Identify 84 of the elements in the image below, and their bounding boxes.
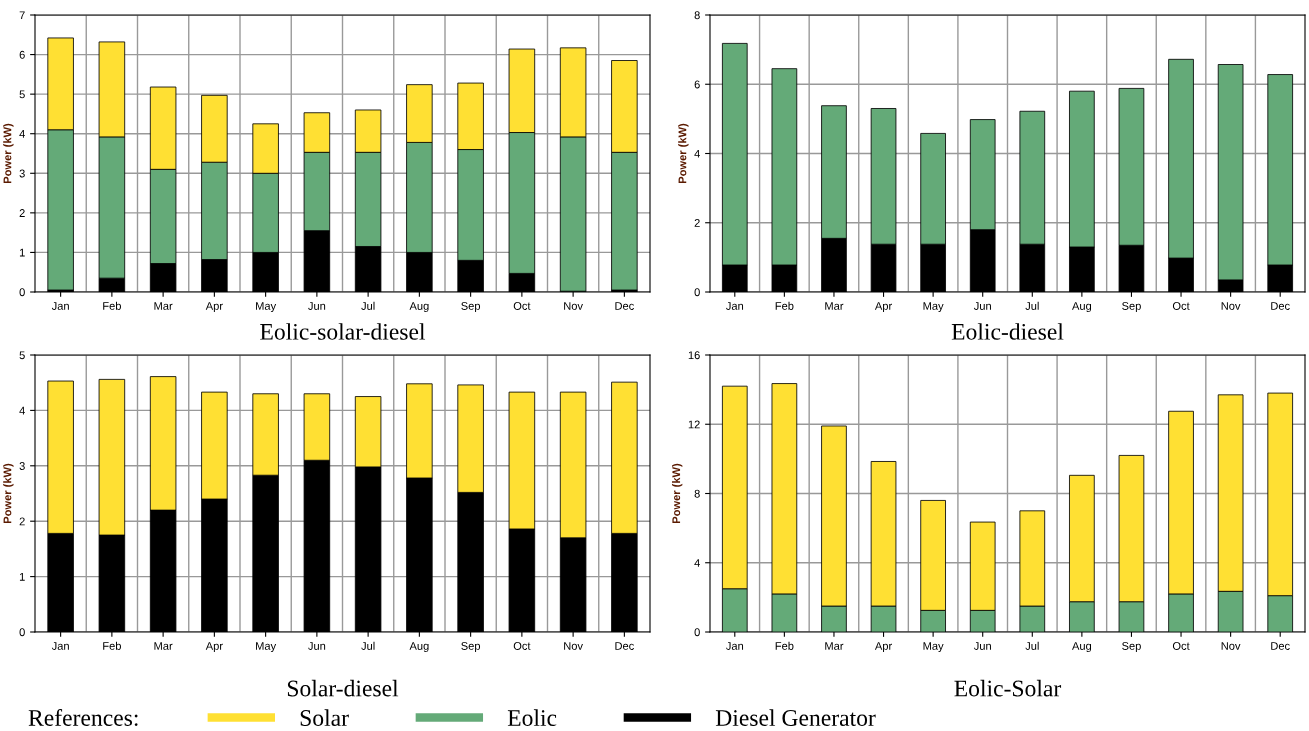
y-tick-label: 3 — [19, 169, 25, 178]
x-tick-label: Oct — [513, 302, 531, 310]
x-tick-label: Sep — [461, 302, 481, 313]
x-tick-label: Nov — [564, 302, 583, 310]
legend-label: Diesel Generator — [715, 709, 876, 726]
x-tick-label: Jan — [726, 642, 744, 650]
x-tick-label: Apr — [205, 642, 223, 653]
y-axis-title: Power (kW) — [3, 123, 14, 184]
y-tick-label: 5 — [19, 351, 25, 360]
x-tick-label: May — [256, 642, 277, 653]
x-tick-label: Sep — [1122, 642, 1141, 653]
y-tick-label: 2 — [19, 517, 25, 526]
x-tick-label: Dec — [1271, 302, 1290, 310]
y-tick-label: 3 — [19, 462, 25, 470]
x-tick-label: Jan — [51, 302, 69, 310]
x-tick-label: Oct — [1172, 642, 1190, 650]
x-tick-label: Aug — [409, 302, 429, 313]
x-tick-label: Dec — [615, 642, 634, 650]
x-tick-label: Aug — [1072, 302, 1092, 313]
y-tick-label: 0 — [694, 628, 700, 637]
x-tick-label: Jul — [361, 301, 375, 310]
y-tick-label: 8 — [694, 11, 700, 20]
y-tick-label: 6 — [694, 80, 700, 89]
x-tick-label: Sep — [461, 642, 481, 653]
x-tick-label: Feb — [103, 641, 121, 650]
x-tick-label: Mar — [825, 642, 844, 650]
x-tick-label: Jun — [308, 302, 326, 310]
x-tick-label: Aug — [409, 642, 429, 653]
x-tick-label: Oct — [513, 642, 531, 650]
x-tick-label: Oct — [1172, 302, 1190, 310]
x-tick-label: Feb — [775, 301, 794, 310]
y-tick-label: 6 — [19, 50, 25, 59]
y-tick-label: 4 — [19, 406, 25, 415]
y-tick-label: 4 — [694, 559, 700, 567]
x-tick-label: Nov — [1221, 642, 1241, 650]
x-tick-label: Jun — [973, 642, 991, 650]
x-tick-label: May — [256, 302, 277, 313]
x-tick-label: Jan — [51, 642, 69, 650]
x-tick-label: Dec — [615, 302, 634, 310]
x-tick-label: May — [923, 642, 944, 653]
y-axis-title: Power (kW) — [3, 463, 14, 524]
y-axis-title: Power (kW) — [672, 463, 683, 524]
x-tick-label: Apr — [874, 302, 892, 313]
y-axis-title: Power (kW) — [678, 123, 689, 184]
x-tick-label: Apr — [874, 642, 892, 653]
x-tick-label: Jul — [1025, 301, 1039, 310]
x-axis-title: Eolic-diesel — [951, 323, 1064, 340]
x-tick-label: Sep — [1122, 302, 1141, 313]
y-tick-label: 2 — [694, 219, 700, 227]
x-axis-title: Eolic-solar-diesel — [260, 323, 426, 340]
y-tick-label: 0 — [19, 288, 25, 297]
y-tick-label: 1 — [19, 572, 25, 581]
x-tick-label: Mar — [154, 642, 173, 650]
y-tick-label: 8 — [694, 489, 700, 498]
y-tick-label: 12 — [688, 420, 700, 429]
x-tick-label: Jan — [726, 302, 744, 310]
x-tick-label: May — [923, 302, 944, 313]
x-axis-title: Eolic-Solar — [954, 679, 1062, 697]
y-tick-label: 5 — [19, 90, 25, 99]
x-tick-label: Nov — [564, 642, 583, 650]
legend-label: Solar — [300, 709, 349, 726]
x-tick-label: Jul — [1025, 641, 1039, 650]
legend-title: References: — [28, 709, 138, 727]
x-tick-label: Jul — [361, 641, 375, 650]
x-tick-label: Feb — [775, 641, 794, 650]
y-tick-label: 7 — [19, 11, 25, 20]
x-tick-label: Mar — [825, 302, 844, 310]
x-axis-title: Solar-diesel — [287, 679, 399, 697]
y-tick-label: 4 — [694, 149, 700, 158]
y-tick-label: 4 — [19, 130, 25, 138]
y-tick-label: 2 — [19, 209, 25, 217]
x-tick-label: Dec — [1271, 642, 1290, 650]
y-tick-label: 0 — [19, 628, 25, 637]
x-tick-label: Jun — [973, 302, 991, 310]
x-tick-label: Nov — [1221, 302, 1241, 310]
x-tick-label: Jun — [308, 642, 326, 650]
x-tick-label: Aug — [1072, 642, 1092, 653]
y-tick-label: 1 — [19, 248, 25, 257]
x-tick-label: Apr — [205, 302, 223, 313]
legend-label: Eolic — [507, 709, 557, 726]
y-tick-label: 16 — [688, 351, 700, 360]
x-tick-label: Feb — [103, 301, 121, 310]
y-tick-label: 0 — [694, 288, 700, 297]
x-tick-label: Mar — [154, 302, 173, 310]
